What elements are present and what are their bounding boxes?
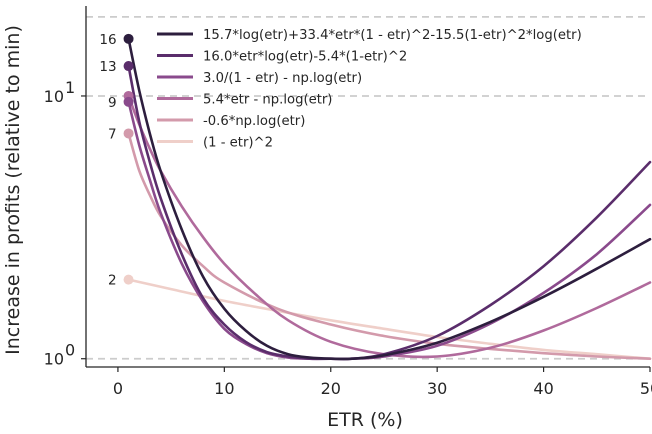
series-line-1: [127, 37, 652, 361]
series-lines: [127, 37, 652, 361]
series-start-markers: 2 7 9 13 16: [99, 32, 134, 289]
legend-label-1: 15.7*log(etr)+33.4*etr*(1 - etr)^2-15.5(…: [203, 28, 582, 43]
series-start-label-2: 13: [99, 59, 116, 75]
x-tick-label: 0: [113, 379, 123, 398]
legend: 15.7*log(etr)+33.4*etr*(1 - etr)^2-15.5(…: [157, 28, 582, 151]
x-tick-label: 20: [321, 379, 341, 398]
series-start-label-6: 2: [108, 273, 117, 289]
series-start-point-2: [123, 61, 134, 72]
legend-label-4: 5.4*etr - np.log(etr): [203, 93, 332, 108]
x-tick-label: 50: [640, 379, 652, 398]
series-start-label-5: 7: [108, 126, 117, 142]
x-axis-title: ETR (%): [327, 409, 403, 431]
series-start-point-3: [123, 96, 134, 107]
series-line-2: [127, 64, 652, 361]
y-tick-label: 10: [44, 87, 64, 106]
y-tick-label-exponent: 0: [65, 341, 75, 360]
legend-label-5: -0.6*np.log(etr): [203, 114, 305, 129]
series-start-label-1: 16: [99, 32, 116, 48]
series-start-label-3: 9: [108, 95, 117, 111]
x-tick-label: 40: [533, 379, 553, 398]
x-axis-ticks: 0 10 20 30 40 50: [113, 367, 652, 398]
series-line-6: [127, 278, 652, 360]
x-tick-label: 10: [214, 379, 234, 398]
y-tick-label: 10: [44, 350, 64, 369]
series-line-5: [127, 132, 652, 360]
series-line-4: [127, 94, 652, 359]
series-start-point-1: [123, 33, 134, 44]
axes: [85, 6, 650, 368]
y-axis-title: Increase in profits (relative to min): [2, 25, 24, 355]
y-tick-label-exponent: 1: [65, 78, 75, 97]
series-start-point-6: [123, 274, 134, 285]
series-start-point-5: [123, 128, 134, 139]
legend-label-6: (1 - etr)^2: [203, 136, 273, 151]
legend-label-3: 3.0/(1 - etr) - np.log(etr): [203, 71, 362, 86]
legend-label-2: 16.0*etr*log(etr)-5.4*(1-etr)^2: [203, 50, 407, 65]
x-tick-label: 30: [427, 379, 447, 398]
